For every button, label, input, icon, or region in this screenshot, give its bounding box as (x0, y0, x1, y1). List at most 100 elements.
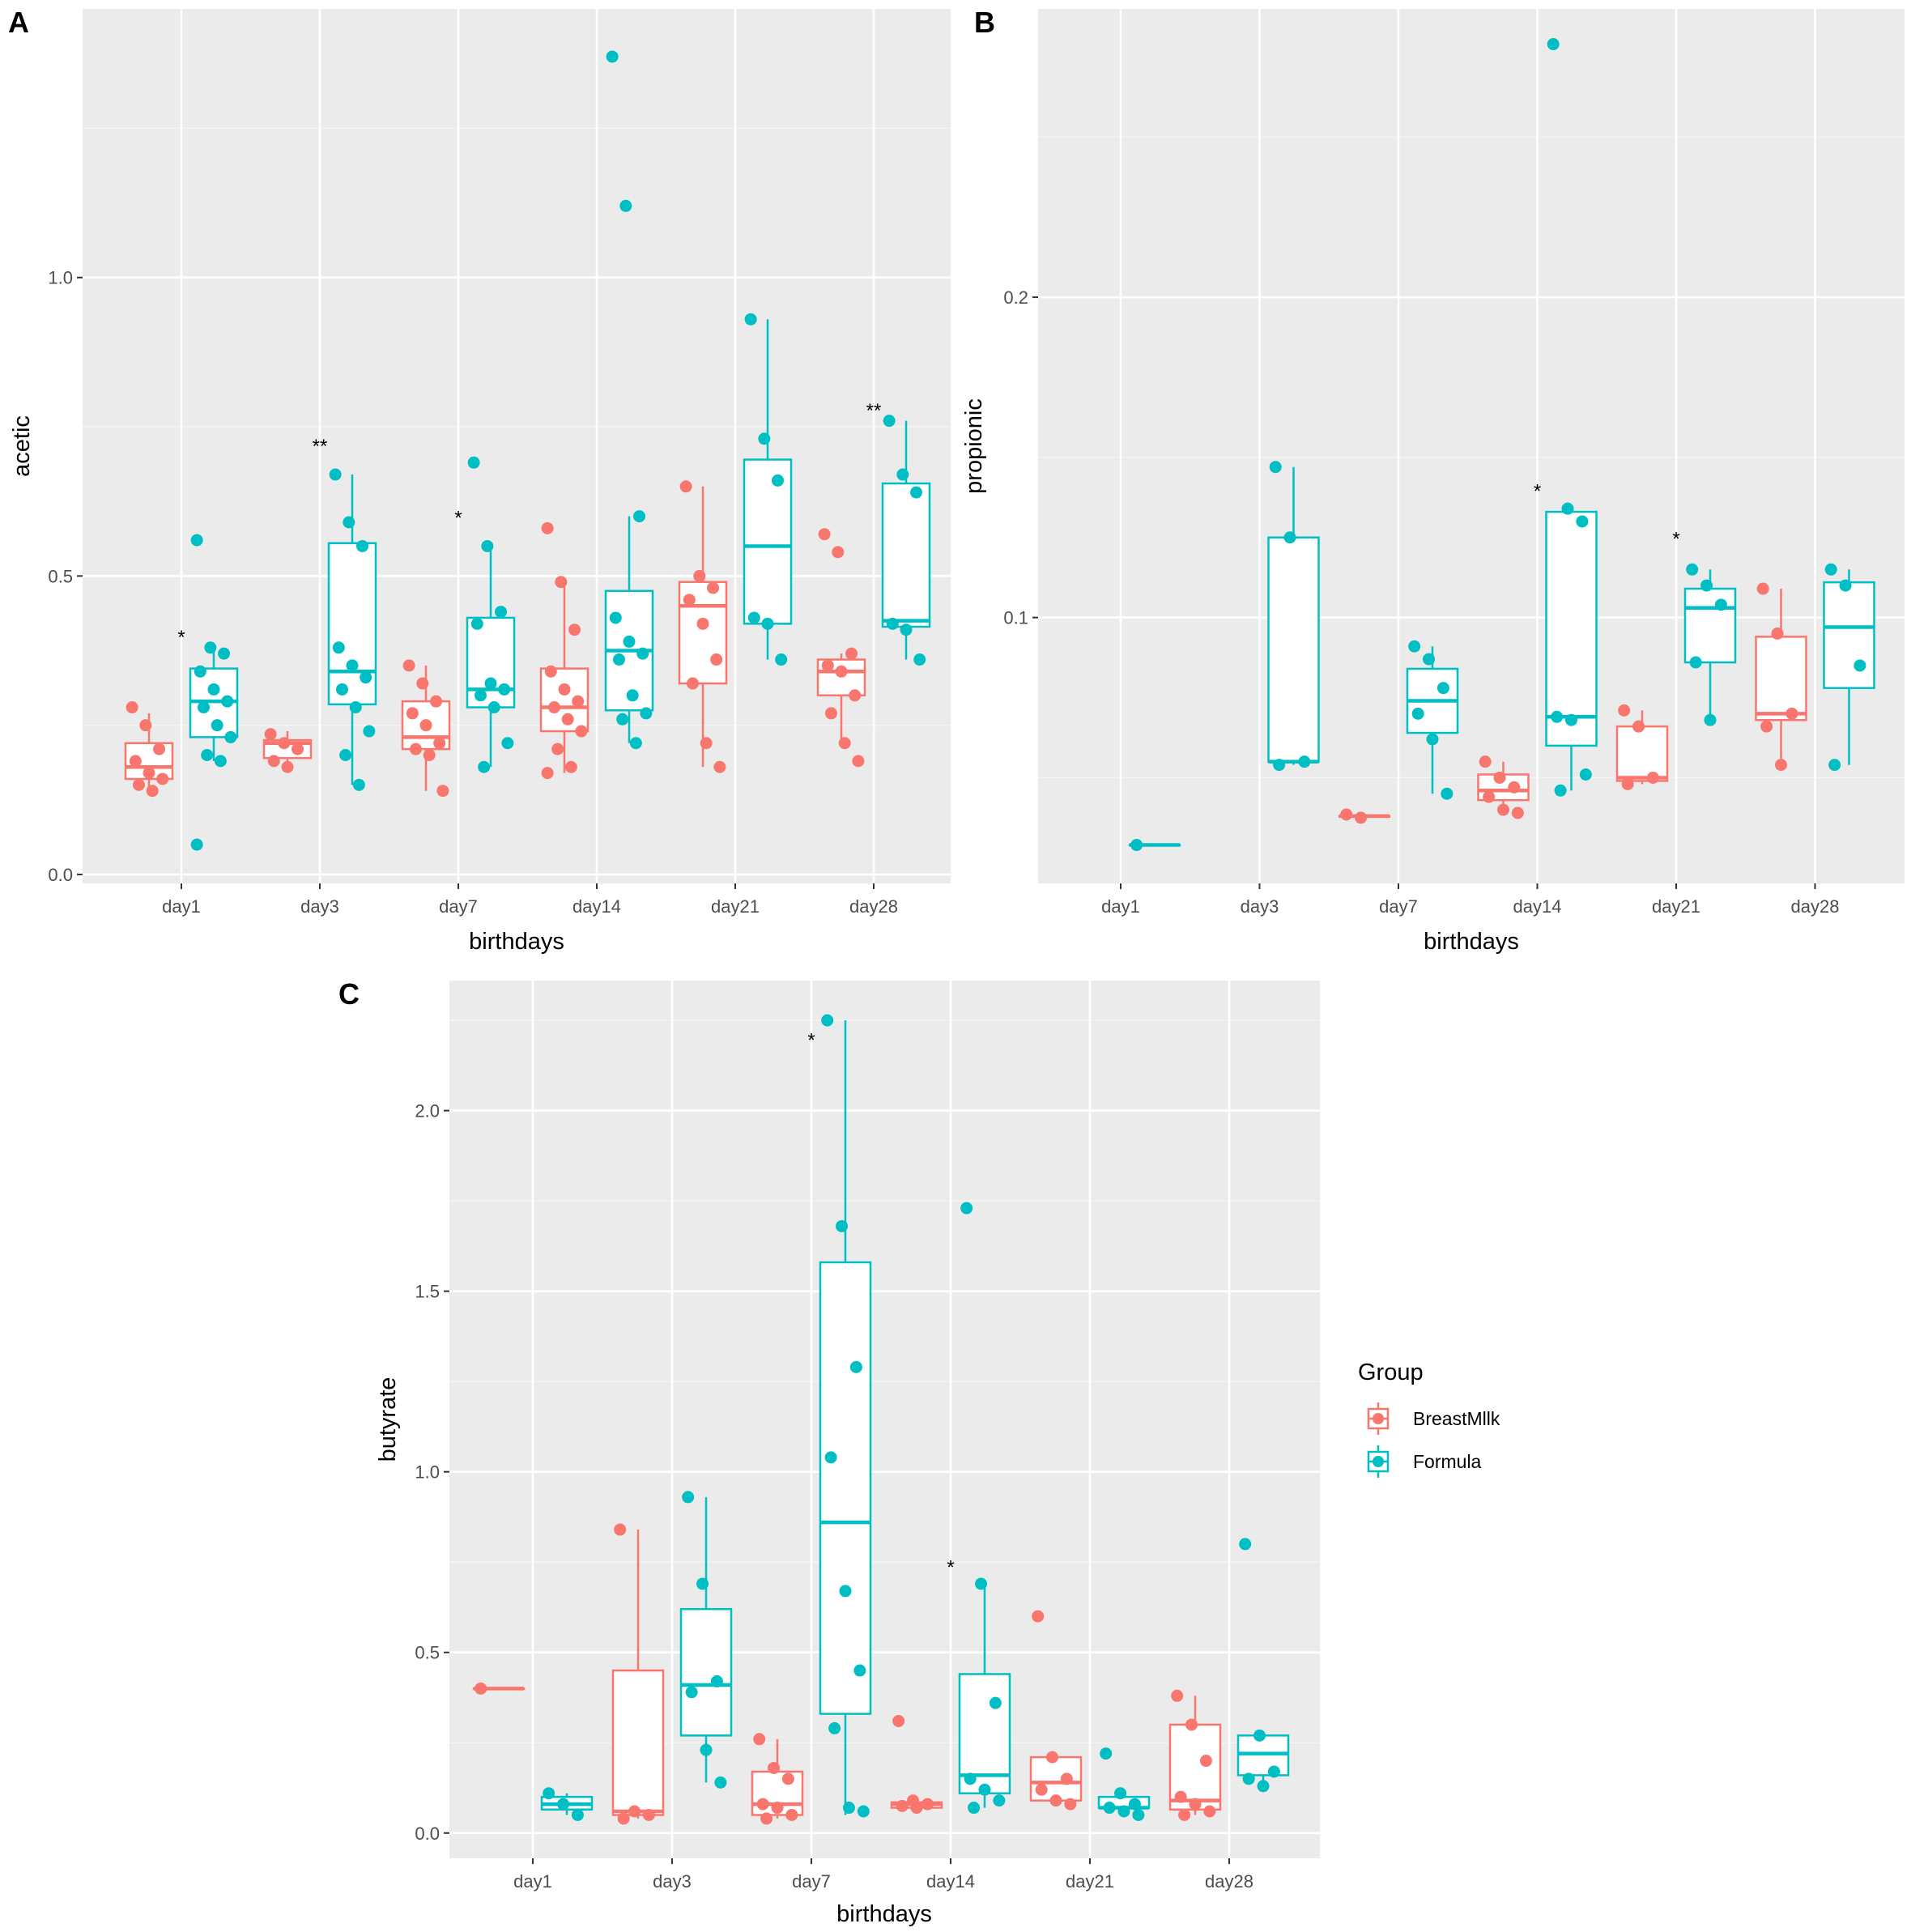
box-formula-day7 (466, 456, 516, 773)
data-point (416, 677, 429, 690)
data-point (1049, 1794, 1062, 1807)
data-point (756, 1798, 769, 1811)
data-point (278, 737, 291, 750)
x-tick-label: day28 (1791, 896, 1840, 917)
data-point (1700, 579, 1713, 592)
data-point (614, 1523, 627, 1536)
legend-key-point (1373, 1456, 1384, 1467)
data-point (484, 677, 497, 690)
data-point (1828, 759, 1841, 772)
data-point (1714, 598, 1727, 611)
panel-b-plot-area (1038, 9, 1905, 883)
data-point (143, 767, 155, 780)
panel-c-y-ticks: 0.0 0.5 1.0 1.5 2.0 (415, 1101, 449, 1844)
data-point (771, 1802, 784, 1815)
data-point (329, 468, 342, 481)
box-formula-day7 (819, 1014, 872, 1818)
data-point (710, 653, 723, 666)
data-point (1483, 790, 1496, 803)
data-point (828, 1721, 841, 1734)
data-point (363, 725, 376, 738)
box-breastmilk-day28 (1168, 1689, 1222, 1821)
data-point (190, 534, 203, 547)
data-point (197, 701, 210, 714)
panel-b-boxes (1128, 38, 1875, 852)
box-formula-day7 (1406, 640, 1459, 800)
box-formula-day1 (189, 534, 239, 851)
data-point (423, 749, 436, 762)
data-point (346, 659, 359, 672)
data-point (1035, 1783, 1048, 1796)
data-point (628, 1805, 641, 1818)
data-point (696, 1577, 709, 1590)
data-point (1646, 771, 1659, 784)
data-point (221, 695, 234, 708)
data-point (564, 760, 577, 773)
y-tick-label: 0.0 (415, 1823, 440, 1844)
data-point (1273, 759, 1286, 772)
panel-b-y-ticks: 0.1 0.2 (1003, 287, 1038, 628)
data-point (487, 701, 500, 714)
data-point (849, 689, 862, 702)
data-point (758, 432, 771, 445)
data-point (1824, 563, 1837, 576)
x-tick-label: day1 (1101, 896, 1140, 917)
data-point (1239, 1538, 1252, 1551)
data-point (710, 1675, 723, 1687)
box-formula-day21 (1097, 1747, 1151, 1821)
box-formula-day3 (327, 468, 377, 791)
significance-marker: * (1534, 480, 1541, 502)
data-point (1508, 781, 1521, 794)
data-point (1839, 579, 1852, 592)
data-point (1576, 515, 1589, 528)
x-tick-label: day3 (1241, 896, 1279, 917)
data-point (153, 743, 166, 755)
panel-b-x-ticks: day1 day3 day7 day14 day21 day28 (1101, 883, 1839, 917)
box-breastmilk-day21 (678, 480, 728, 773)
data-point (832, 546, 845, 559)
box-breastmilk-day21 (1029, 1610, 1083, 1811)
data-point (1046, 1751, 1059, 1764)
panel-b-annotations: ** (1534, 480, 1680, 550)
box-formula-day14 (958, 1202, 1011, 1815)
data-point (1340, 808, 1353, 821)
data-point (606, 50, 619, 63)
data-point (612, 653, 625, 666)
box-breastmilk-day28 (816, 528, 866, 768)
data-point (685, 1686, 698, 1699)
significance-marker: * (807, 1029, 815, 1051)
data-point (1579, 768, 1592, 781)
box-breastmilk-day7 (401, 659, 451, 798)
data-point (853, 1664, 866, 1677)
box-breastmilk-day14 (539, 521, 589, 780)
panel-c-plot-area (449, 981, 1320, 1858)
data-point (696, 617, 709, 630)
panel-b-x-axis-title: birthdays (1424, 929, 1519, 955)
data-point (1174, 1790, 1187, 1803)
box-formula-day1 (540, 1787, 594, 1821)
x-tick-label: day7 (792, 1871, 831, 1892)
panel-c-boxes (472, 1014, 1290, 1825)
data-point (1621, 777, 1634, 790)
data-point (335, 683, 348, 696)
data-point (1704, 713, 1717, 726)
data-point (747, 611, 760, 624)
data-point (1511, 806, 1524, 819)
data-point (964, 1772, 977, 1785)
panel-a-y-axis-title: acetic (9, 415, 35, 477)
data-point (1100, 1747, 1113, 1760)
data-point (495, 606, 508, 619)
box-iqr (819, 1261, 872, 1715)
panel-b-label: B (974, 6, 995, 39)
data-point (821, 1014, 834, 1027)
data-point (753, 1733, 766, 1746)
data-point (360, 671, 372, 684)
data-point (744, 313, 757, 326)
panel-a-y-ticks: 0.0 0.5 1.0 (48, 268, 83, 885)
panel-c-annotations: ** (807, 1029, 954, 1578)
legend-key-point (1373, 1413, 1384, 1424)
box-iqr (743, 458, 793, 625)
data-point (481, 539, 494, 552)
data-point (619, 199, 632, 212)
data-point (1551, 710, 1564, 723)
